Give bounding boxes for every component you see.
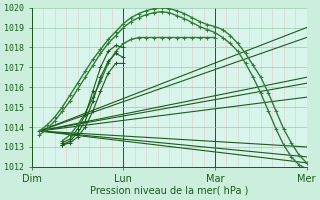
X-axis label: Pression niveau de la mer( hPa ): Pression niveau de la mer( hPa ): [90, 186, 248, 196]
